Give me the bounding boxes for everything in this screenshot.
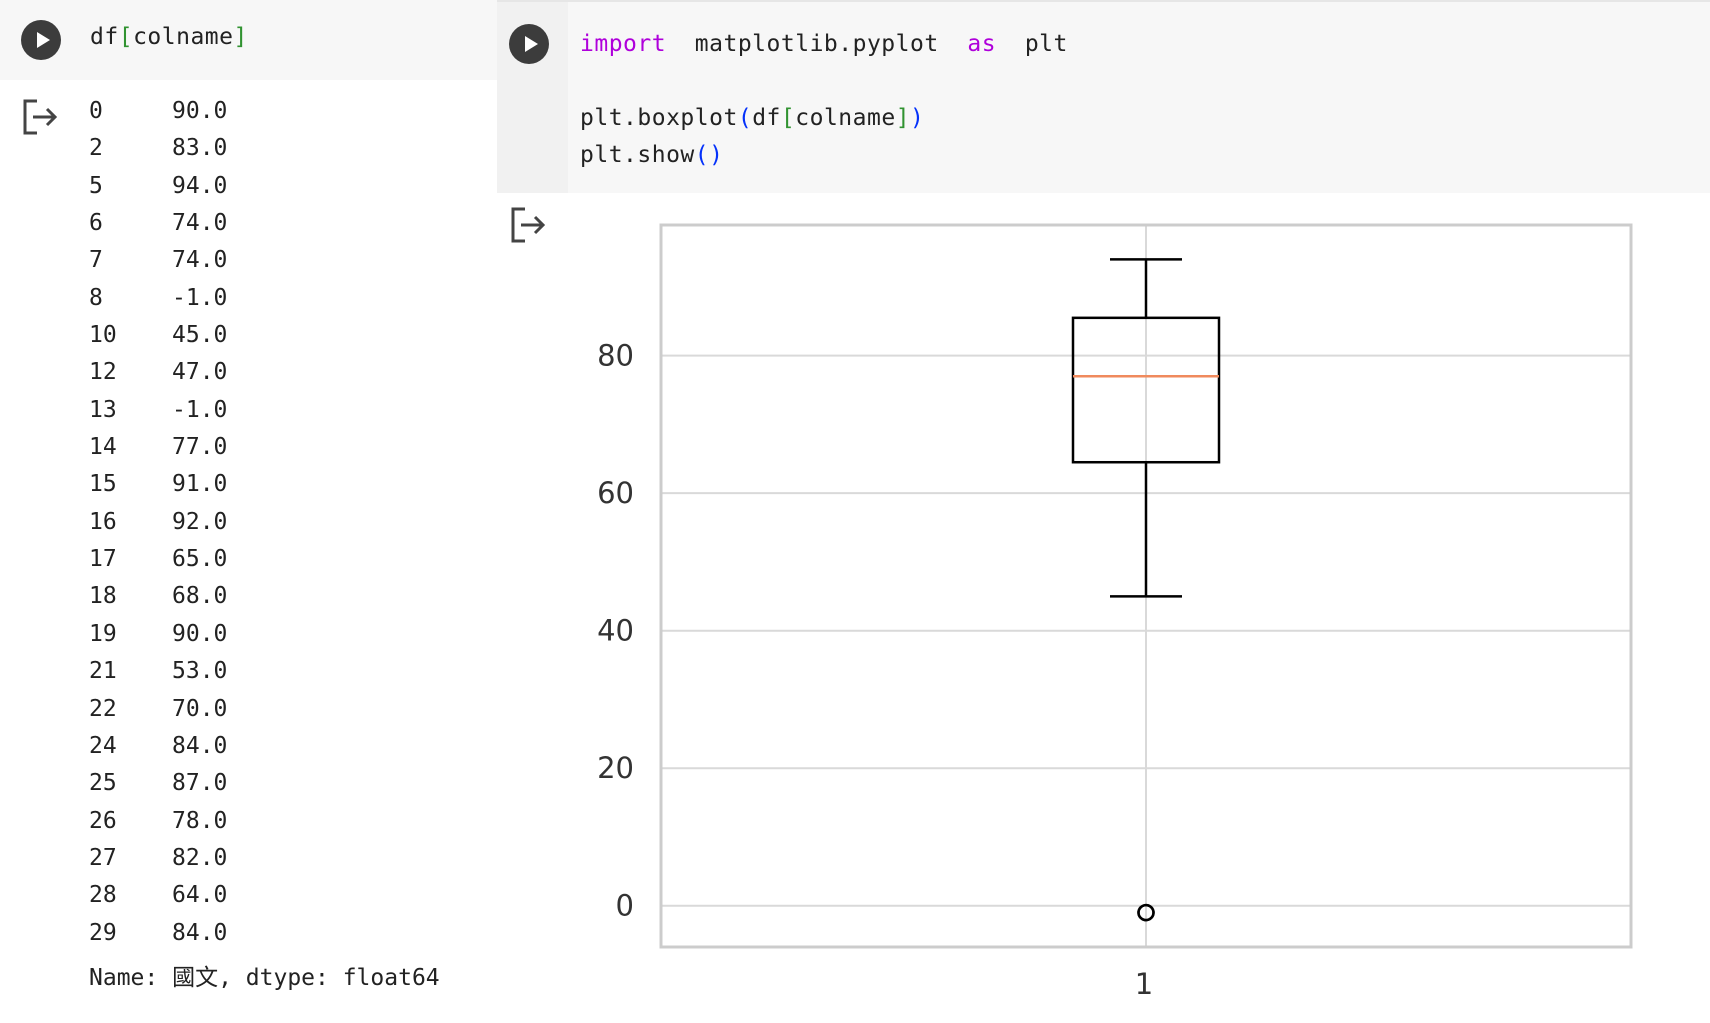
y-tick-label: 60 xyxy=(597,476,634,510)
y-tick-label: 40 xyxy=(597,614,634,648)
series-value: 82.0 xyxy=(172,844,228,871)
code-line-2: plt.boxplot(df[colname]) xyxy=(580,105,925,131)
series-index: 18 xyxy=(89,583,117,610)
series-value: 65.0 xyxy=(172,546,228,573)
series-value: 74.0 xyxy=(172,247,228,274)
outlier-point xyxy=(1137,903,1155,922)
series-index: 14 xyxy=(89,434,117,461)
series-index: 2 xyxy=(89,135,103,162)
series-value: 64.0 xyxy=(172,882,228,909)
series-index: 8 xyxy=(89,284,103,311)
left-code-line: df[colname] xyxy=(90,24,248,50)
left-code-cell[interactable]: df[colname] xyxy=(0,0,497,80)
series-index: 25 xyxy=(89,770,117,797)
boxplot-svg: 0 20 40 60 80 1 xyxy=(597,223,1633,1001)
series-value: 90.0 xyxy=(172,98,228,124)
run-cell-button[interactable] xyxy=(509,24,549,64)
play-icon xyxy=(524,36,538,52)
series-index: 0 xyxy=(89,98,103,124)
series-value: 87.0 xyxy=(172,770,228,797)
series-value: 92.0 xyxy=(172,508,228,535)
series-index: 15 xyxy=(89,471,117,498)
series-index: 24 xyxy=(89,732,117,759)
y-tick-label: 20 xyxy=(597,751,634,785)
series-index: 16 xyxy=(89,508,117,535)
series-value: -1.0 xyxy=(172,396,228,423)
series-value: -1.0 xyxy=(172,284,228,311)
y-tick-label: 0 xyxy=(616,889,634,923)
series-value: 94.0 xyxy=(172,172,228,199)
series-index: 13 xyxy=(89,396,117,423)
y-tick-label: 80 xyxy=(597,339,634,373)
series-index: 28 xyxy=(89,882,117,909)
box-iqr xyxy=(1071,316,1221,464)
run-cell-button[interactable] xyxy=(21,20,61,60)
play-icon xyxy=(36,32,50,48)
series-value: 83.0 xyxy=(172,135,228,162)
series-index: 26 xyxy=(89,807,117,834)
series-value: 78.0 xyxy=(172,807,228,834)
series-index: 21 xyxy=(89,658,117,685)
series-value: 84.0 xyxy=(172,919,228,946)
series-index: 19 xyxy=(89,620,117,647)
series-footer: Name: 國文, dtype: float64 xyxy=(89,965,440,991)
series-index: 10 xyxy=(89,322,117,349)
series-value: 90.0 xyxy=(172,620,228,647)
boxplot-chart: 0 20 40 60 80 1 xyxy=(570,200,1710,1019)
series-index: 6 xyxy=(89,210,103,237)
series-value: 68.0 xyxy=(172,583,228,610)
series-index: 22 xyxy=(89,695,117,722)
series-index: 17 xyxy=(89,546,117,573)
series-index: 12 xyxy=(89,359,117,386)
series-value: 45.0 xyxy=(172,322,228,349)
x-tick-label: 1 xyxy=(1135,967,1153,1001)
series-value: 70.0 xyxy=(172,695,228,722)
series-value: 47.0 xyxy=(172,359,228,386)
series-index: 7 xyxy=(89,247,103,274)
series-value: 74.0 xyxy=(172,210,228,237)
plot-frame xyxy=(659,223,1633,949)
series-index: 5 xyxy=(89,172,103,199)
series-index: 27 xyxy=(89,844,117,871)
code-line-1: import matplotlib.pyplot as plt xyxy=(580,31,1068,57)
output-arrow-icon xyxy=(511,207,546,243)
series-index: 29 xyxy=(89,919,117,946)
right-code-cell[interactable]: import matplotlib.pyplot as plt plt.boxp… xyxy=(497,0,1710,193)
series-value: 84.0 xyxy=(172,732,228,759)
series-value: 53.0 xyxy=(172,658,228,685)
output-arrow-icon xyxy=(23,99,58,135)
code-line-3: plt.show() xyxy=(580,142,724,168)
series-value: 91.0 xyxy=(172,471,228,498)
series-value: 77.0 xyxy=(172,434,228,461)
